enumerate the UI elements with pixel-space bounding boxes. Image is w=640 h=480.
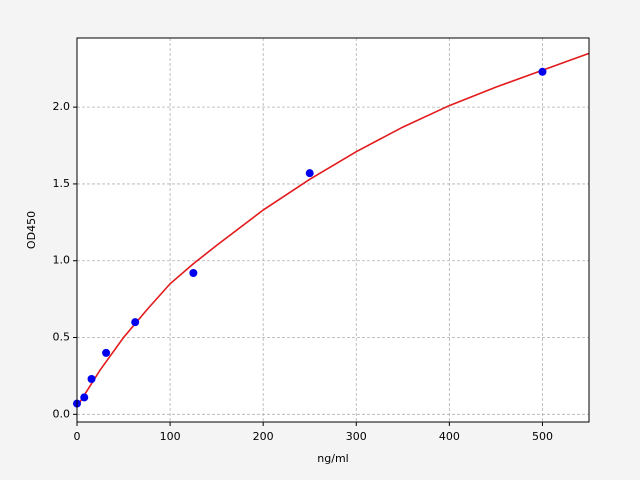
y-tick-label: 0.5 xyxy=(53,331,71,344)
plot-area xyxy=(77,38,589,422)
data-point xyxy=(131,318,140,327)
x-tick-label: 200 xyxy=(253,430,274,443)
data-point xyxy=(102,348,111,357)
data-point xyxy=(538,67,547,76)
y-tick-label: 0.0 xyxy=(53,407,71,420)
data-point xyxy=(189,269,198,278)
plot-frame xyxy=(76,37,590,423)
y-tick-label: 1.5 xyxy=(53,177,71,190)
x-tick-label: 0 xyxy=(74,430,81,443)
data-point xyxy=(305,169,314,178)
x-axis-label: ng/ml xyxy=(317,452,348,465)
x-tick-label: 300 xyxy=(346,430,367,443)
x-tick-label: 400 xyxy=(439,430,460,443)
fit-curve xyxy=(76,52,590,408)
data-point xyxy=(87,374,96,383)
y-tick-label: 2.0 xyxy=(53,100,71,113)
y-tick-label: 1.0 xyxy=(53,254,71,267)
data-point xyxy=(80,393,89,402)
x-tick-label: 500 xyxy=(532,430,553,443)
y-axis-label: OD450 xyxy=(25,211,38,249)
x-tick-label: 100 xyxy=(160,430,181,443)
